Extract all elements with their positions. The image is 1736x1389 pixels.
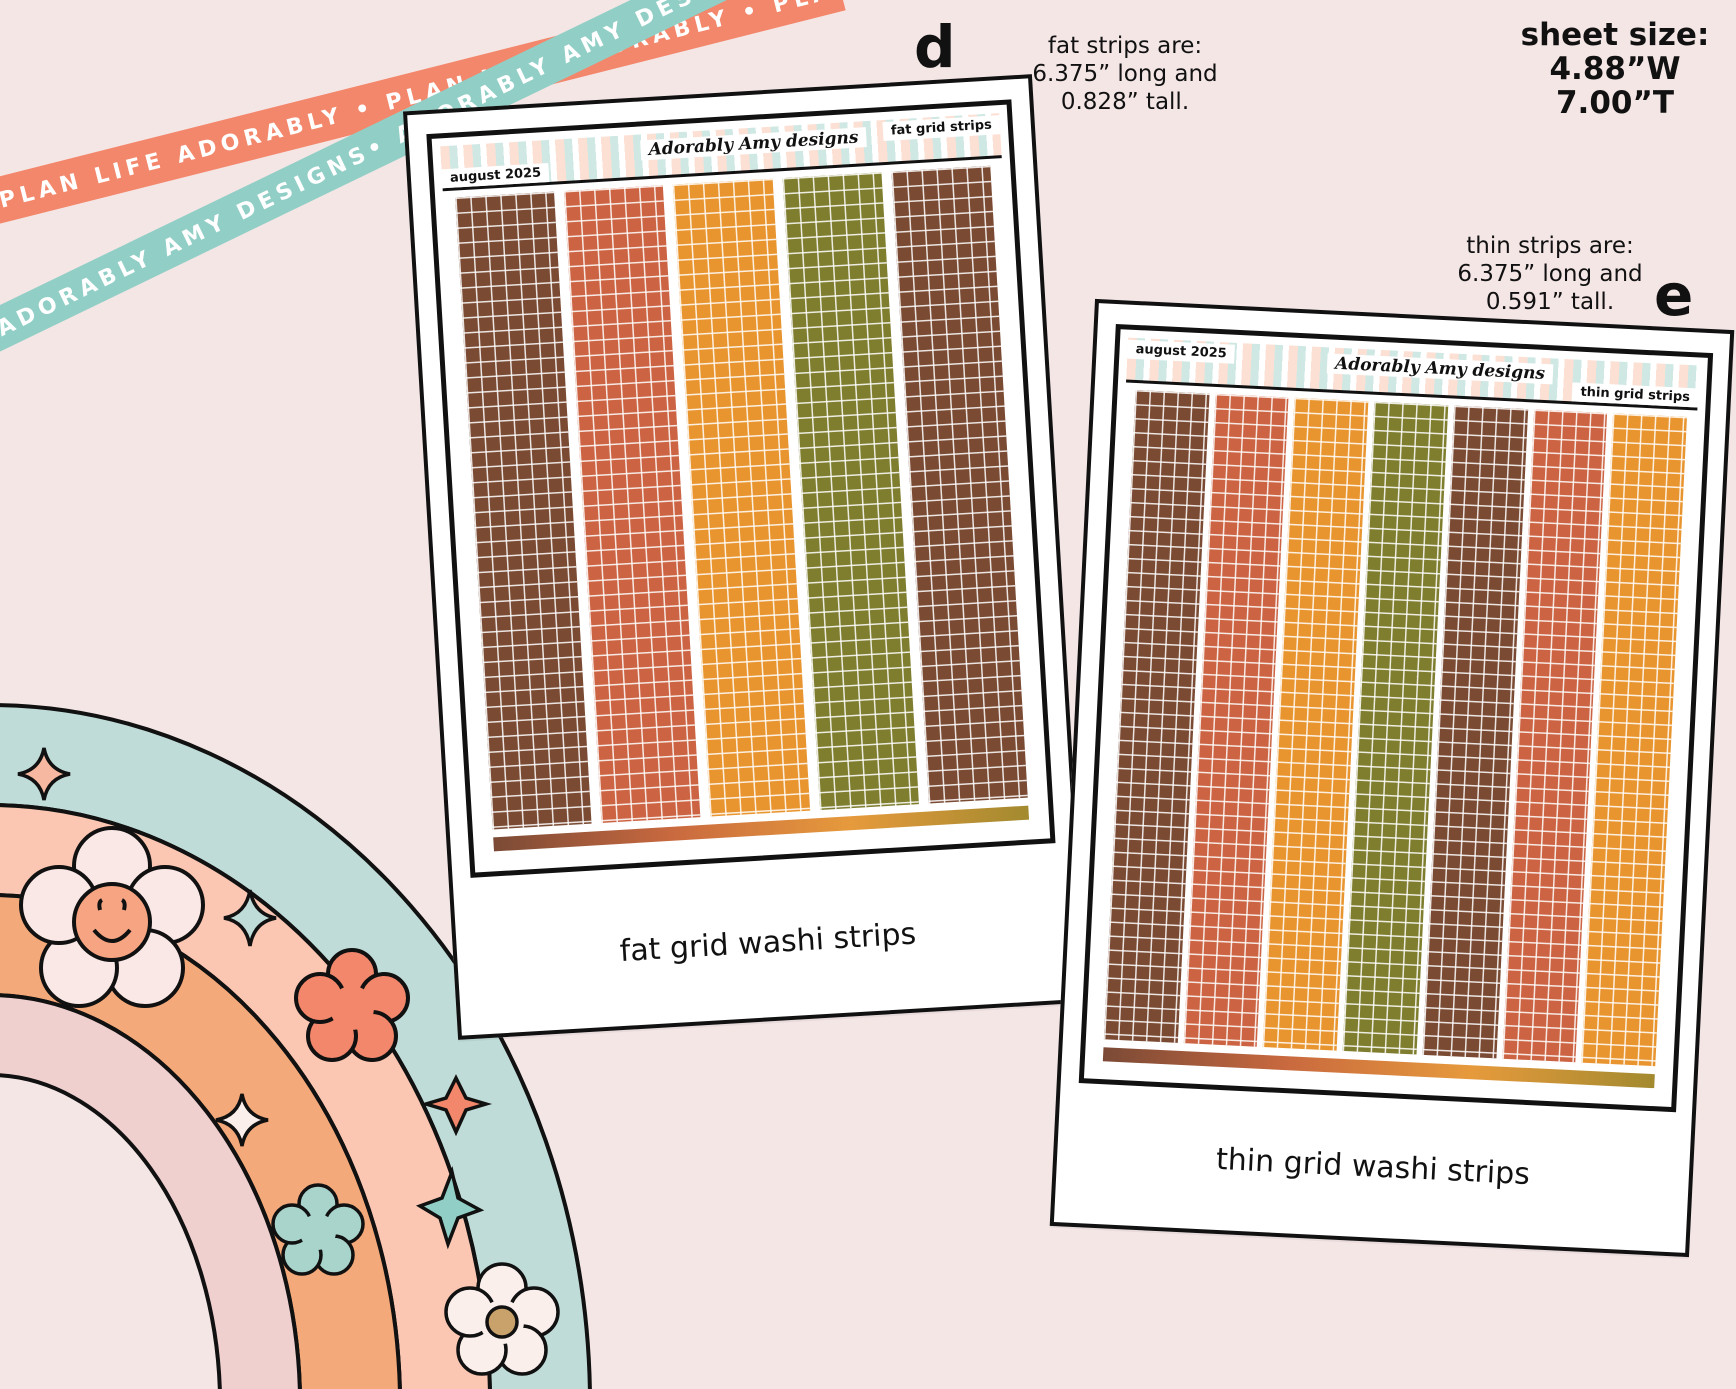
thin-info-line1: thin strips are: xyxy=(1466,233,1634,259)
thin-info-line3: 0.591” tall. xyxy=(1485,289,1615,315)
fat-strip-dimensions: fat strips are: 6.375” long and 0.828” t… xyxy=(1010,32,1240,116)
sheet-size-width: 4.88”W xyxy=(1549,51,1681,87)
thin-info-line2: 6.375” long and xyxy=(1457,261,1643,287)
fat-grid-sheet: august 2025 Adorably Amy designs fat gri… xyxy=(426,99,1056,878)
flower-icon xyxy=(271,1183,365,1276)
sheet-size-height: 7.00”T xyxy=(1555,85,1674,121)
fat-info-line1: fat strips are: xyxy=(1047,33,1203,59)
fat-strip-set xyxy=(455,165,1028,830)
thin-grid-card: august 2025 Adorably Amy designs thin gr… xyxy=(1049,298,1735,1258)
fat-caption: fat grid washi strips xyxy=(618,916,918,970)
sheet-size-info: sheet size: 4.88”W 7.00”T xyxy=(1520,18,1710,120)
flower-icon xyxy=(294,948,410,1062)
fat-info-line2: 6.375” long and xyxy=(1032,61,1218,87)
fat-info-line3: 0.828” tall. xyxy=(1060,89,1190,115)
sheet-title: thin grid strips xyxy=(1572,382,1699,408)
thin-caption: thin grid washi strips xyxy=(1215,1141,1531,1193)
sheet-title: fat grid strips xyxy=(882,115,1001,142)
variant-letter-d: d xyxy=(914,13,956,81)
sheet-date: august 2025 xyxy=(1127,339,1236,364)
sheet-size-label: sheet size: xyxy=(1520,17,1710,53)
thin-strip-set xyxy=(1103,390,1688,1067)
adorably-amy-logo: Adorably Amy designs xyxy=(640,127,867,161)
flower-icon xyxy=(444,1262,560,1376)
adorably-amy-logo: Adorably Amy designs xyxy=(1326,353,1554,385)
smiley-flower-icon xyxy=(19,826,205,1008)
thin-strip-dimensions: thin strips are: 6.375” long and 0.591” … xyxy=(1430,232,1670,316)
thin-grid-sheet: august 2025 Adorably Amy designs thin gr… xyxy=(1078,323,1714,1113)
sheet-date: august 2025 xyxy=(441,162,550,189)
variant-letter-e: e xyxy=(1654,261,1694,329)
sparkle-icon xyxy=(17,747,277,1147)
fat-grid-card: august 2025 Adorably Amy designs fat gri… xyxy=(402,74,1088,1040)
star-icon xyxy=(415,1074,493,1250)
